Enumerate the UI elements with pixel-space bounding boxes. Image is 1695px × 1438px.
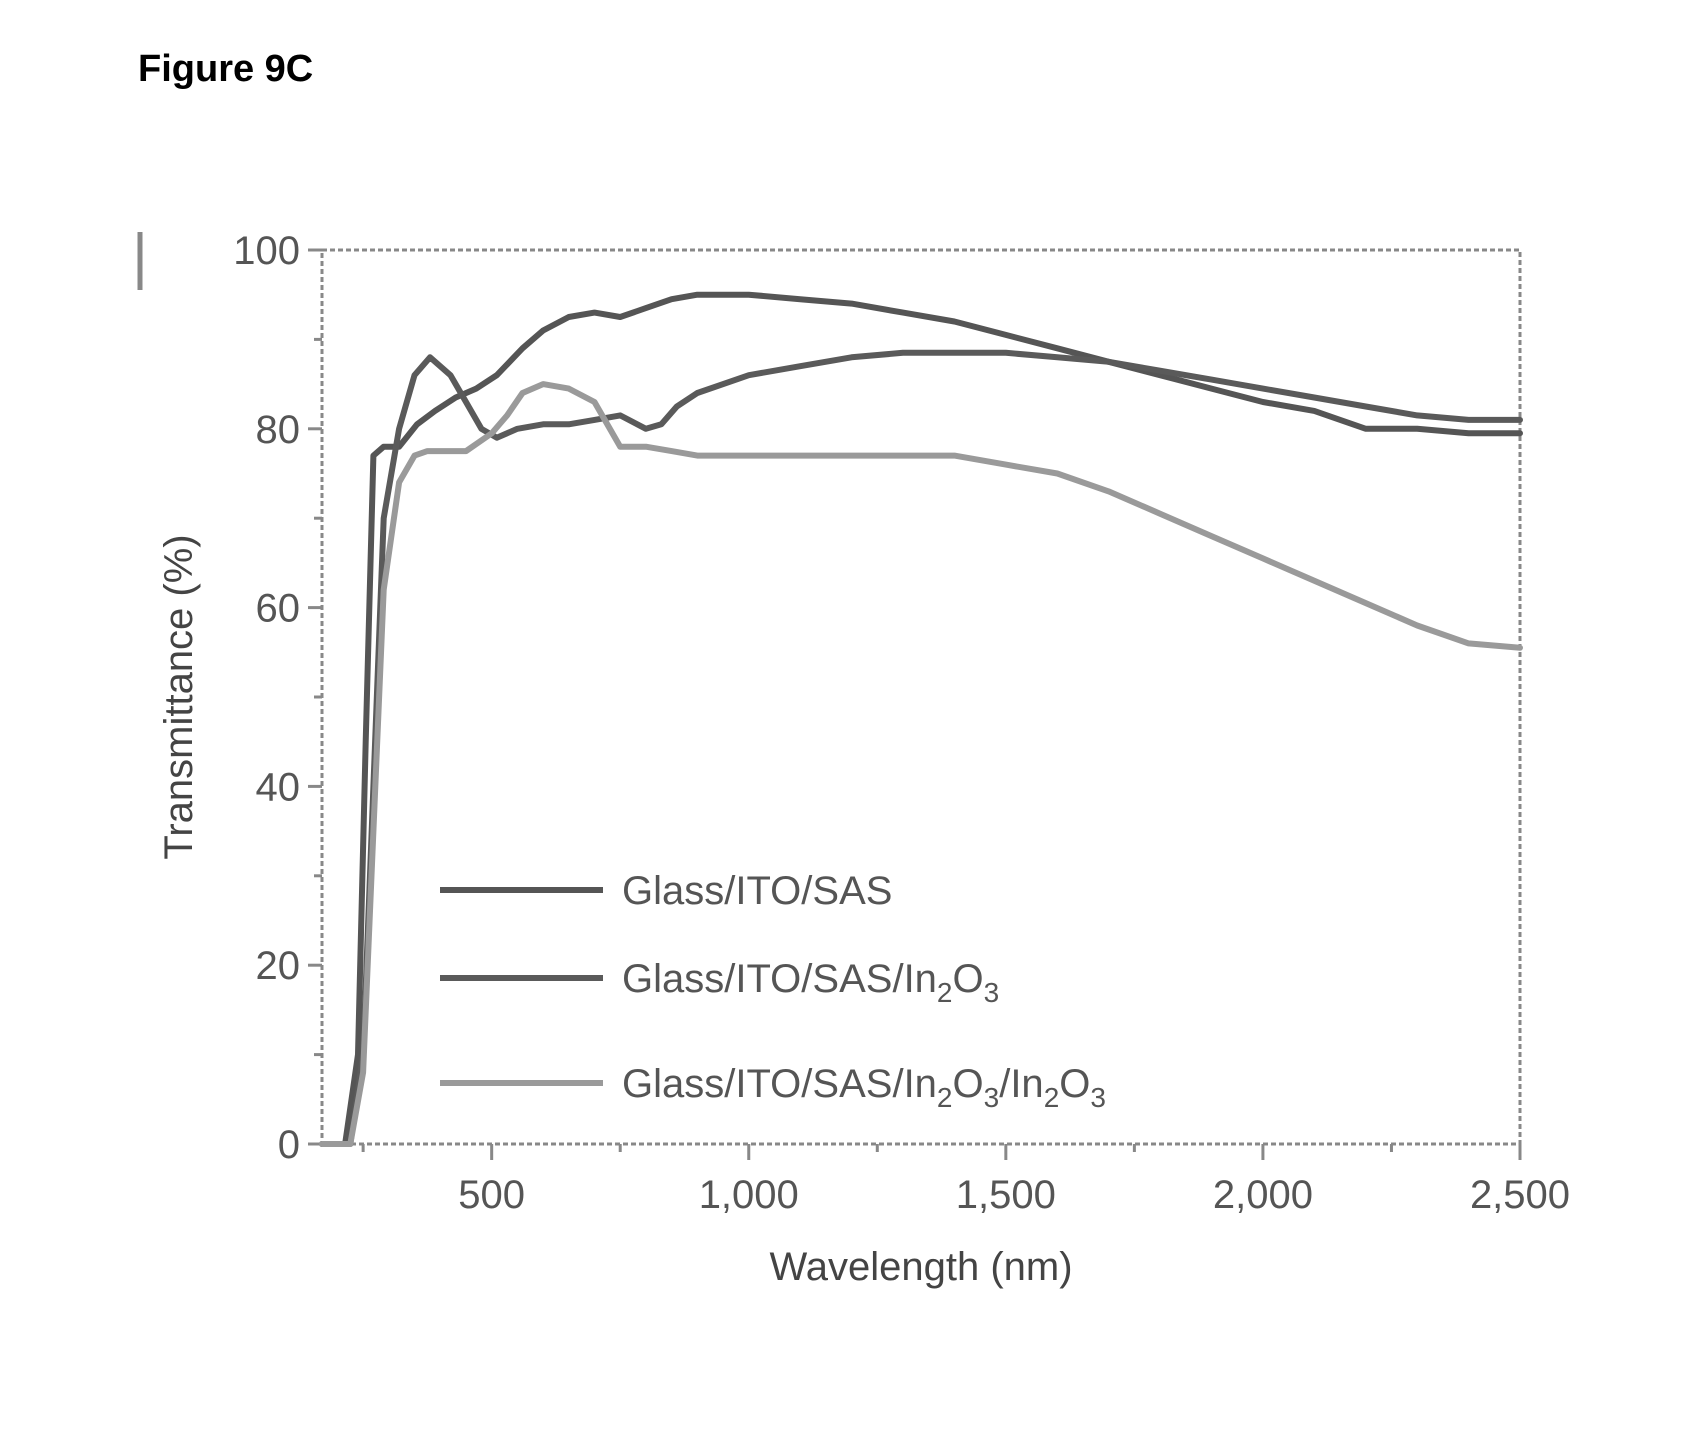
x-tick-label: 2,000 [1213, 1173, 1313, 1217]
x-tick-label: 1,500 [956, 1173, 1056, 1217]
legend-label: Glass/ITO/SAS [622, 869, 892, 913]
legend: Glass/ITO/SAS Glass/ITO/SAS/In2O3 Glass/IT… [440, 869, 1106, 1113]
series-line [322, 384, 1520, 1144]
y-tick-label: 20 [256, 944, 301, 988]
y-tick-label: 100 [233, 229, 300, 273]
x-axis-title: Wavelength (nm) [769, 1245, 1072, 1289]
y-axis-title: Transmittance (%) [157, 534, 201, 859]
series-lines [322, 295, 1520, 1144]
legend-label: Glass/ITO/SAS/In2O3/In2O3 [622, 1062, 1106, 1113]
y-tick-label: 0 [278, 1123, 300, 1167]
y-tick-label: 60 [256, 587, 301, 631]
plot-frame [322, 250, 1520, 1144]
x-axis: 500 1,000 1,500 2,000 2,500 [363, 1144, 1570, 1217]
x-tick-label: 1,000 [699, 1173, 799, 1217]
legend-label: Glass/ITO/SAS/In2O3 [622, 957, 999, 1008]
y-tick-label: 40 [256, 765, 301, 809]
x-tick-label: 500 [458, 1173, 525, 1217]
series-line [322, 353, 1520, 1144]
y-axis: 0 20 40 60 80 100 [233, 229, 322, 1167]
x-tick-label: 2,500 [1470, 1173, 1570, 1217]
y-tick-label: 80 [256, 408, 301, 452]
